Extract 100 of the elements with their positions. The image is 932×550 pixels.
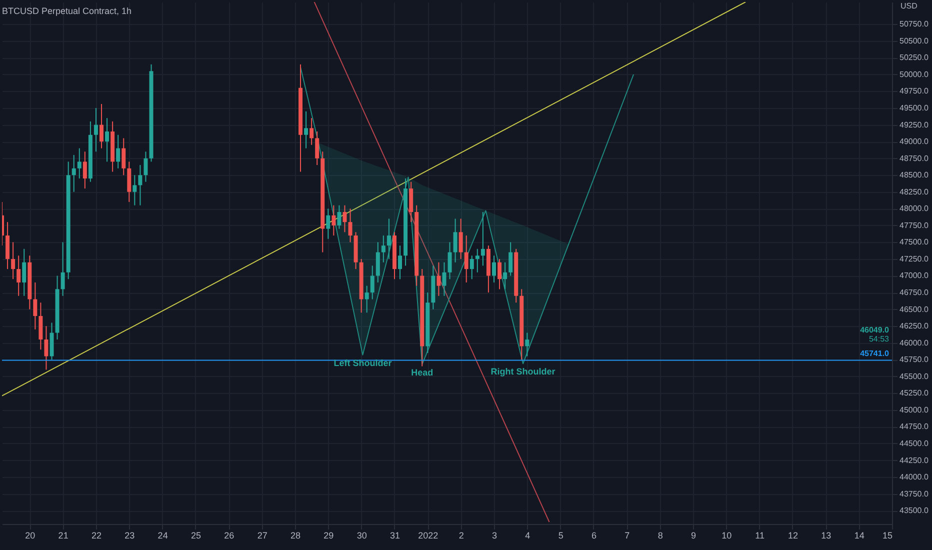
x-tick-label: 4 <box>525 530 530 540</box>
candlestick <box>337 204 342 230</box>
candlestick <box>127 161 132 202</box>
x-tick-label: 23 <box>124 530 135 540</box>
candlestick <box>348 208 352 243</box>
y-tick-label: 50750.0 <box>900 20 929 29</box>
y-tick-label: 46000.0 <box>900 338 929 348</box>
x-tick-label: 31 <box>390 530 400 540</box>
candlestick <box>342 204 347 233</box>
chart-title: BTCUSD Perpetual Contract, 1h <box>2 6 132 16</box>
candlestick <box>16 255 21 296</box>
x-tick-label: 11 <box>755 530 764 540</box>
line-series <box>300 66 634 365</box>
candlestick <box>525 332 530 357</box>
candlestick <box>332 204 336 236</box>
candlestick <box>370 265 374 300</box>
x-tick-label: 24 <box>158 530 168 540</box>
candlestick <box>38 302 43 350</box>
y-tick-label: 45250.0 <box>900 388 929 398</box>
candlestick <box>60 242 65 296</box>
candlestick <box>122 138 126 176</box>
x-tick-label: 30 <box>356 530 367 540</box>
candlestick <box>50 322 54 360</box>
x-tick-label: 26 <box>224 530 234 540</box>
candlestick <box>310 118 314 146</box>
annotation: 54:53 <box>868 334 890 344</box>
candlestick <box>105 118 110 162</box>
x-tick-label: 6 <box>591 530 596 540</box>
candlestick <box>409 181 414 223</box>
y-tick-label: 46750.0 <box>900 288 929 298</box>
x-tick-label: 13 <box>821 530 832 540</box>
x-tick-label: 22 <box>91 530 102 540</box>
y-tick-label: 45500.0 <box>900 372 929 381</box>
y-tick-label: 44500.0 <box>900 438 929 448</box>
candlestick <box>458 218 463 260</box>
candlestick <box>116 134 120 169</box>
candlestick <box>480 212 485 266</box>
candlestick <box>22 248 26 296</box>
y-tick-label: 44250.0 <box>900 456 929 465</box>
y-tick-label: 43750.0 <box>900 489 929 498</box>
y-tick-label: 44000.0 <box>900 472 929 482</box>
candlestick <box>386 218 391 260</box>
candlestick <box>470 255 474 280</box>
candlestick <box>436 262 441 296</box>
y-tick-label: 50250.0 <box>900 53 929 62</box>
y-axis-title: USD <box>900 2 918 10</box>
x-tick-label: 14 <box>854 530 864 540</box>
x-tick-label: 15 <box>882 530 892 540</box>
candlestick <box>381 234 386 263</box>
x-tick-label: 3 <box>492 530 497 540</box>
y-tick-label: 46250.0 <box>900 322 929 331</box>
candlestick <box>72 154 76 192</box>
candlestick <box>442 262 446 296</box>
candlestick <box>94 108 98 152</box>
y-tick-label: 50000.0 <box>900 70 929 79</box>
candlestick <box>464 234 468 283</box>
y-tick-label: 49250.0 <box>900 120 929 130</box>
candlestick <box>44 326 48 370</box>
y-tick-label: 47250.0 <box>900 254 929 264</box>
x-tick-label: 9 <box>690 530 696 540</box>
ref-line-label: 45741.0 <box>860 349 890 358</box>
x-tick-label: 2 <box>458 530 464 540</box>
candlestick <box>77 148 82 179</box>
x-tick-label: 7 <box>624 530 630 540</box>
x-tick-label: 10 <box>722 530 732 540</box>
x-tick-label: 5 <box>558 530 564 540</box>
candlestick <box>100 103 104 149</box>
y-tick-label: 48750.0 <box>900 154 929 163</box>
y-tick-label: 45000.0 <box>900 405 929 414</box>
candlestick <box>475 248 480 273</box>
candlestick <box>498 258 502 290</box>
candlestick <box>138 164 142 206</box>
candlestick <box>453 218 458 263</box>
x-tick-label: 20 <box>25 530 36 540</box>
x-tick-label: 25 <box>190 530 201 540</box>
y-tick-label: 49750.0 <box>900 86 929 96</box>
annotation: Head <box>411 367 434 378</box>
candlestick <box>33 282 38 330</box>
candlestick <box>376 242 380 283</box>
y-tick-label: 49500.0 <box>900 104 929 113</box>
y-tick-label: 48000.0 <box>900 204 929 214</box>
annotation: 46049.0 <box>860 326 890 335</box>
y-tick-label: 46500.0 <box>900 304 929 314</box>
x-tick-label: 29 <box>324 530 334 540</box>
y-tick-label: 45750.0 <box>900 355 929 364</box>
x-tick-label: 21 <box>58 530 68 540</box>
y-tick-label: 44750.0 <box>900 422 929 432</box>
candlestick <box>82 151 87 190</box>
x-tick-label: 12 <box>788 530 798 540</box>
candlestick <box>144 151 148 182</box>
candlestick <box>398 245 402 280</box>
y-tick-label: 47750.0 <box>900 220 929 230</box>
candlestick <box>11 242 16 280</box>
x-tick-label: 2022 <box>418 530 438 540</box>
candlestick <box>503 262 508 290</box>
x-tick-label: 27 <box>257 530 268 540</box>
annotation: Left Shoulder <box>334 358 392 368</box>
y-tick-label: 49000.0 <box>900 137 929 146</box>
candlestick <box>326 208 330 240</box>
candlestick <box>132 174 137 206</box>
